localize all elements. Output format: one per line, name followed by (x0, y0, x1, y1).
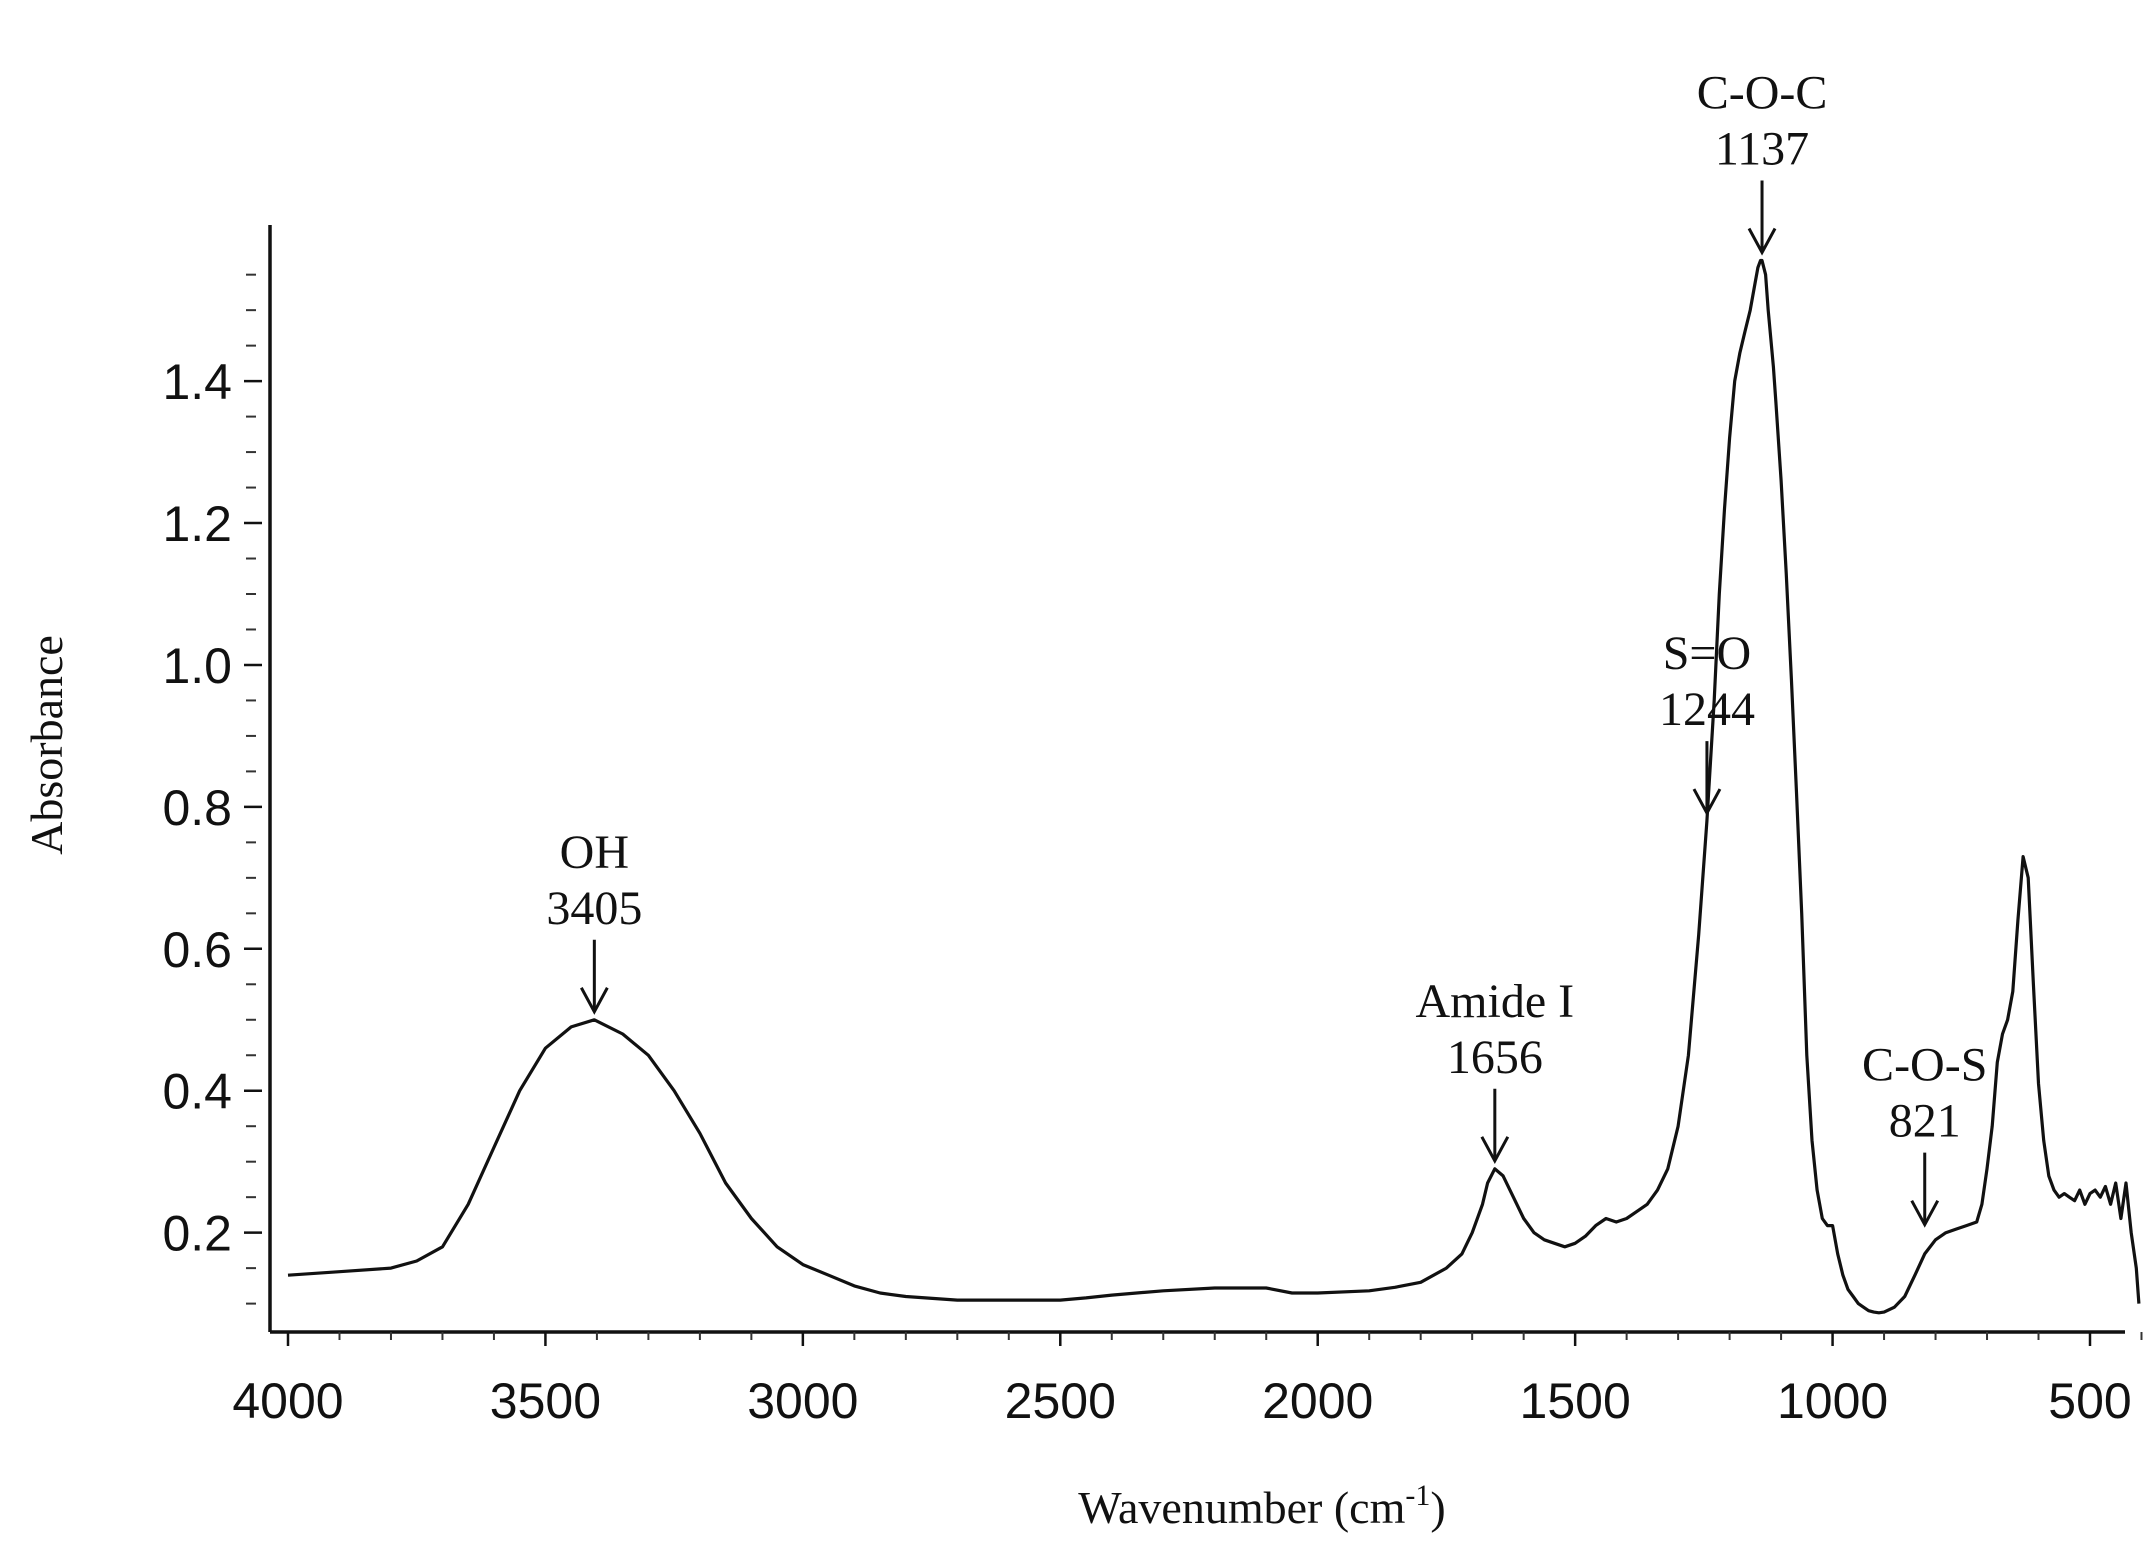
annotation-label: S=O (1663, 627, 1751, 680)
x-tick-label: 2000 (1262, 1373, 1373, 1429)
annotation-value: 1244 (1659, 683, 1755, 736)
x-tick-label: 3500 (490, 1373, 601, 1429)
arrow-head (580, 987, 609, 1015)
y-tick-label: 0.2 (162, 1206, 232, 1262)
annotation-label: Amide I (1416, 975, 1575, 1028)
y-tick-label: 0.8 (162, 780, 232, 836)
annotation-value: 821 (1889, 1095, 1961, 1148)
arrow-head (1747, 227, 1777, 256)
x-tick-label: 3000 (747, 1373, 858, 1429)
y-tick-label: 1.4 (162, 354, 232, 410)
y-ticks: 0.2 0.4 0.6 0.8 1.0 1.2 1.4 (162, 273, 262, 1305)
arrow-head (1692, 788, 1722, 817)
spectrum-line (287, 258, 2141, 1315)
x-ticks: 4000 3500 3000 2500 2000 1500 1000 500 (232, 1332, 2143, 1429)
annotation-value: 1656 (1447, 1031, 1543, 1084)
y-tick-label: 0.6 (162, 922, 232, 978)
x-tick-label: 1500 (1520, 1373, 1631, 1429)
x-tick-label: 500 (2048, 1373, 2131, 1429)
annotation-label: OH (560, 826, 629, 879)
y-axis-title: Absorbance (21, 635, 72, 855)
y-tick-label: 1.2 (162, 496, 232, 552)
x-tick-label: 4000 (232, 1373, 343, 1429)
annotation-value: 1137 (1715, 122, 1809, 175)
y-tick-label: 0.4 (162, 1064, 232, 1120)
annotation-label: C-O-C (1697, 66, 1828, 119)
arrow-head (1910, 1199, 1940, 1228)
plot-area (268, 225, 2141, 1334)
arrow-head (1480, 1136, 1510, 1164)
y-tick-label: 1.0 (162, 638, 232, 694)
x-tick-label: 2500 (1005, 1373, 1116, 1429)
x-tick-label: 1000 (1777, 1373, 1888, 1429)
x-axis-title: Wavenumber (cm-1) (1078, 1479, 1445, 1533)
annotation-value: 3405 (546, 882, 642, 935)
annotation-label: C-O-S (1862, 1039, 1987, 1092)
